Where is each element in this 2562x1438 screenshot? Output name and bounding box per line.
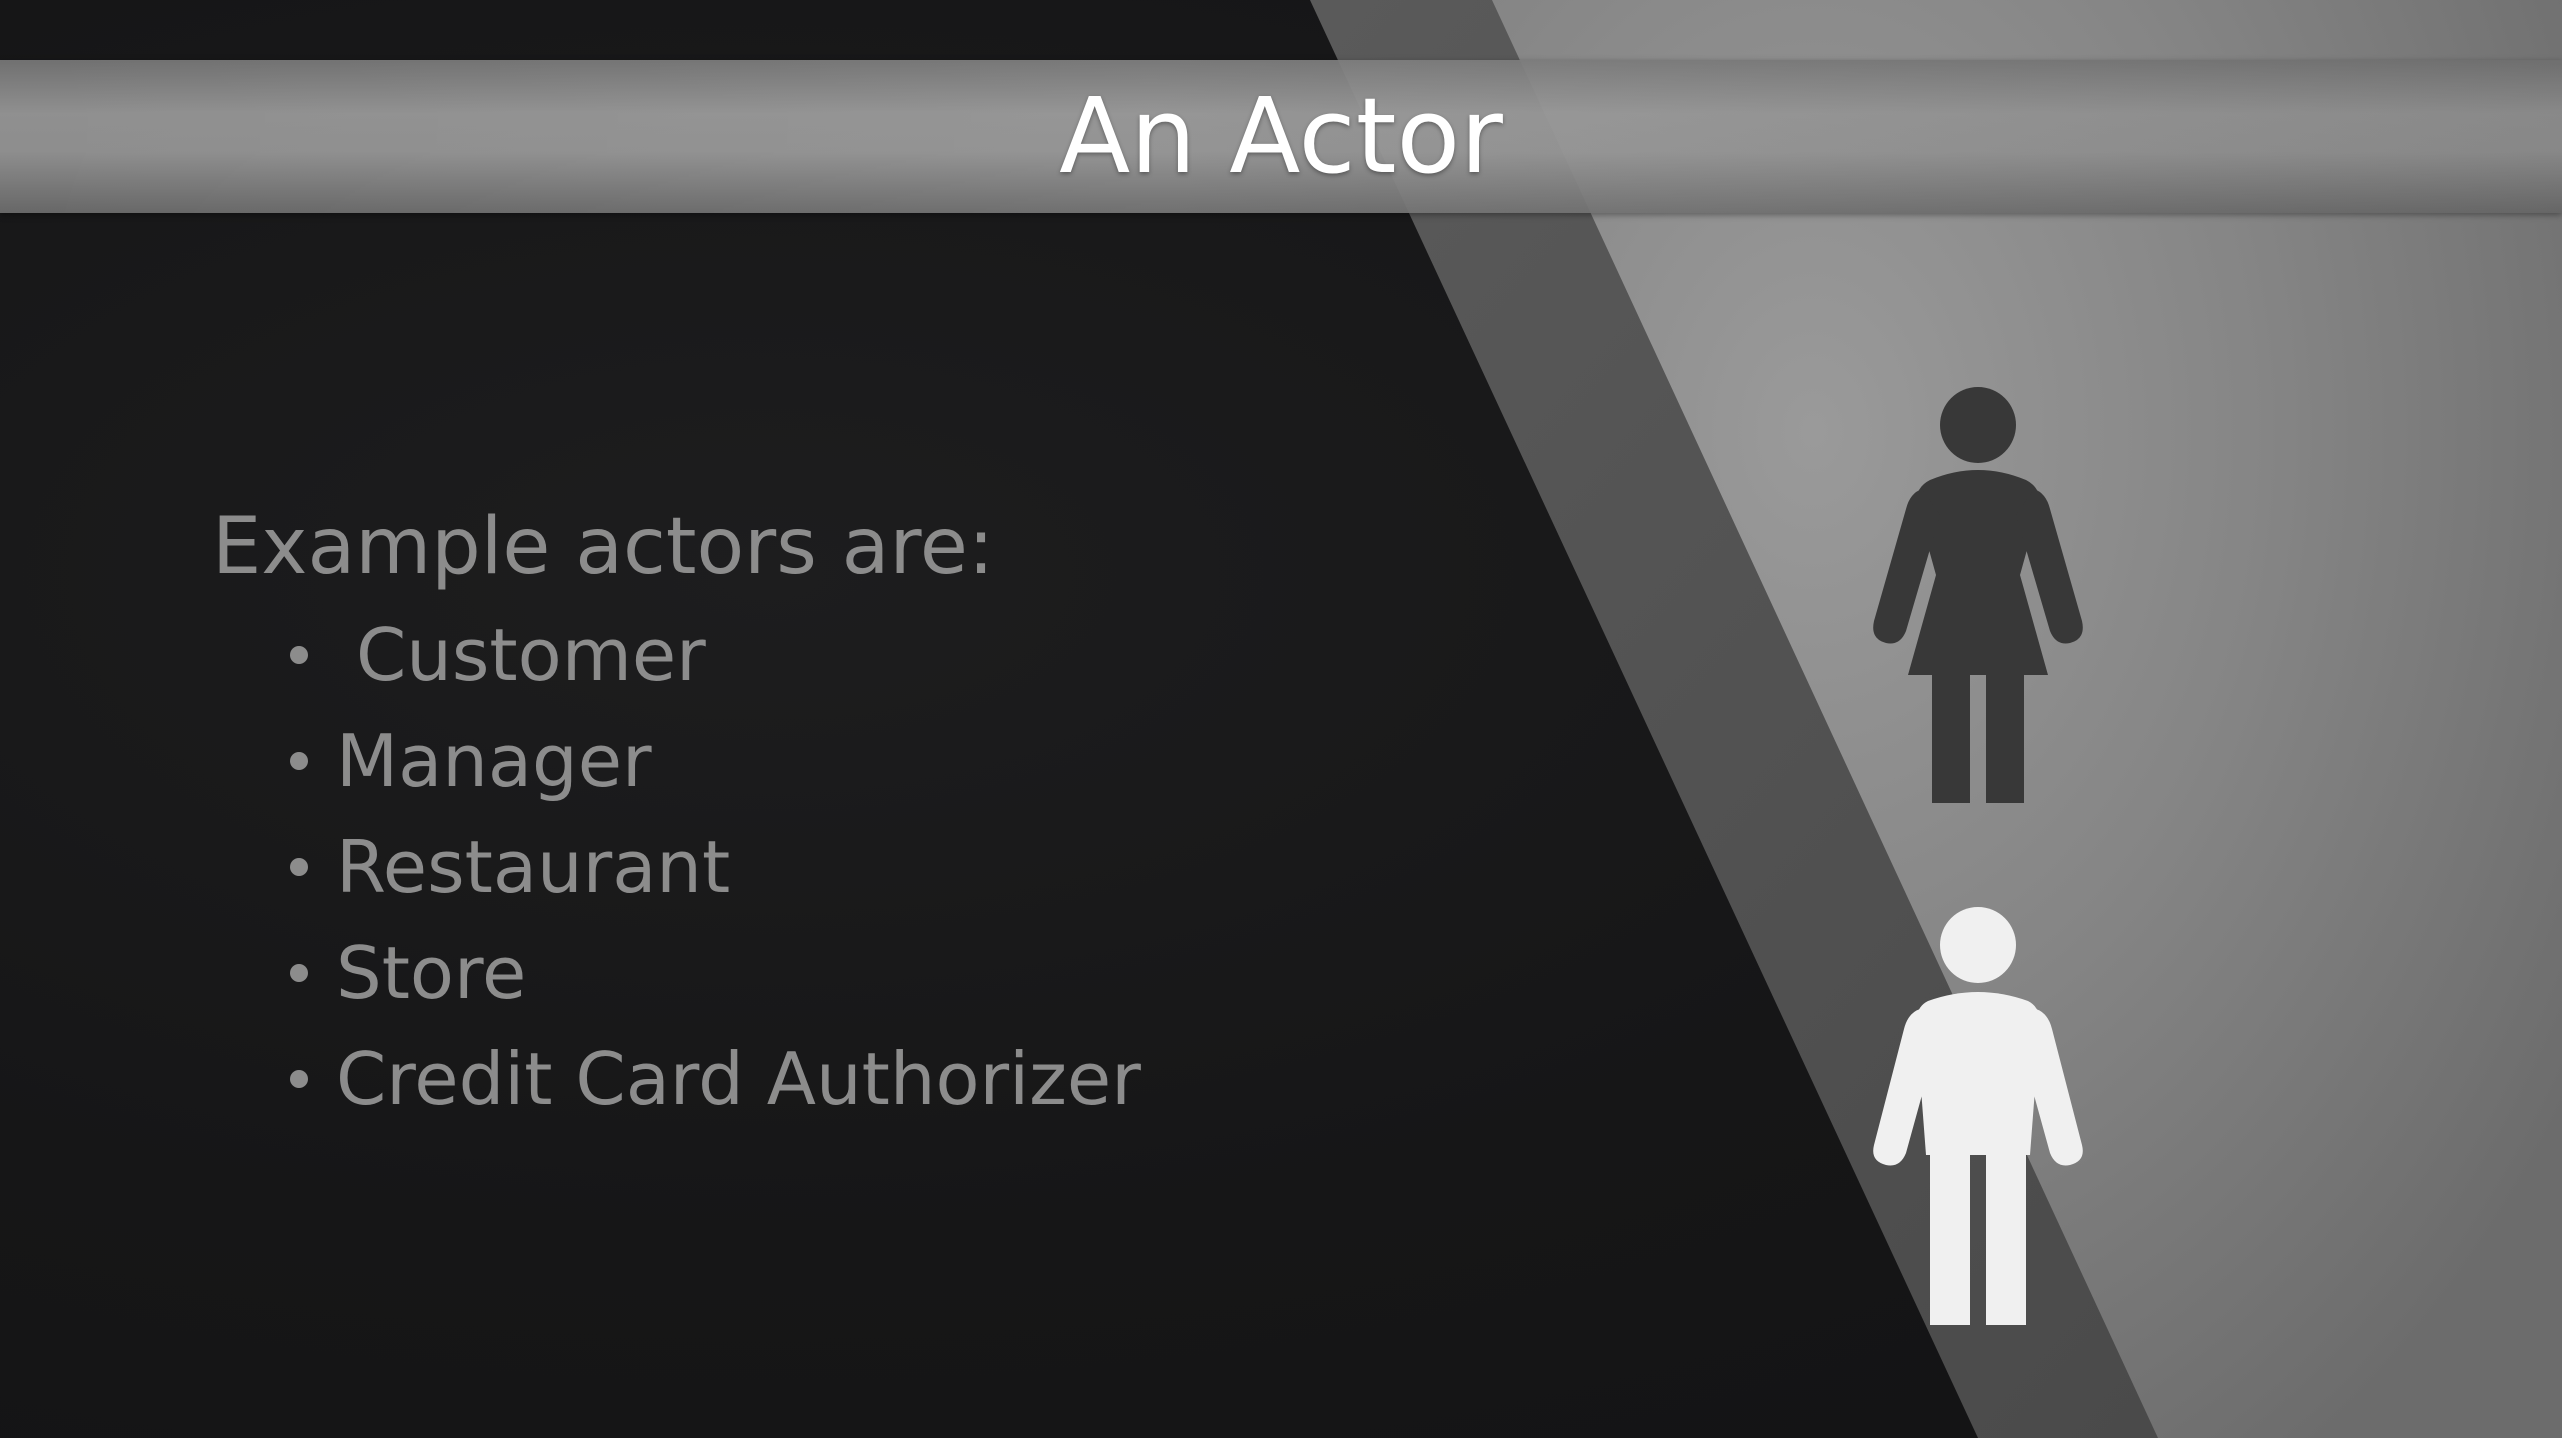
actor-list: Customer Manager Restaurant Store Credit…: [212, 602, 1141, 1132]
list-item: Manager: [290, 708, 1141, 814]
diagonal-area-light: [1492, 0, 2562, 1438]
bullet-icon: [290, 1070, 308, 1088]
list-item: Restaurant: [290, 814, 1141, 920]
slide-content: Example actors are: Customer Manager Res…: [212, 492, 1141, 1132]
slide-title: An Actor: [1059, 75, 1503, 197]
man-figure-icon: [1873, 907, 2083, 1325]
list-item: Customer: [290, 602, 1141, 708]
bullet-icon: [290, 964, 308, 982]
woman-figure-icon: [1873, 387, 2083, 803]
bullet-icon: [290, 752, 308, 770]
list-item: Credit Card Authorizer: [290, 1026, 1141, 1132]
title-band: [0, 60, 2562, 213]
list-item-text: Credit Card Authorizer: [336, 1037, 1141, 1121]
bullet-icon: [290, 858, 308, 876]
list-item-text: Customer: [356, 613, 706, 697]
intro-text: Example actors are:: [212, 502, 995, 592]
list-item: Store: [290, 920, 1141, 1026]
list-item-text: Manager: [336, 719, 652, 803]
bullet-icon: [290, 646, 308, 664]
list-item-text: Restaurant: [336, 825, 731, 909]
list-item-text: Store: [336, 931, 527, 1015]
